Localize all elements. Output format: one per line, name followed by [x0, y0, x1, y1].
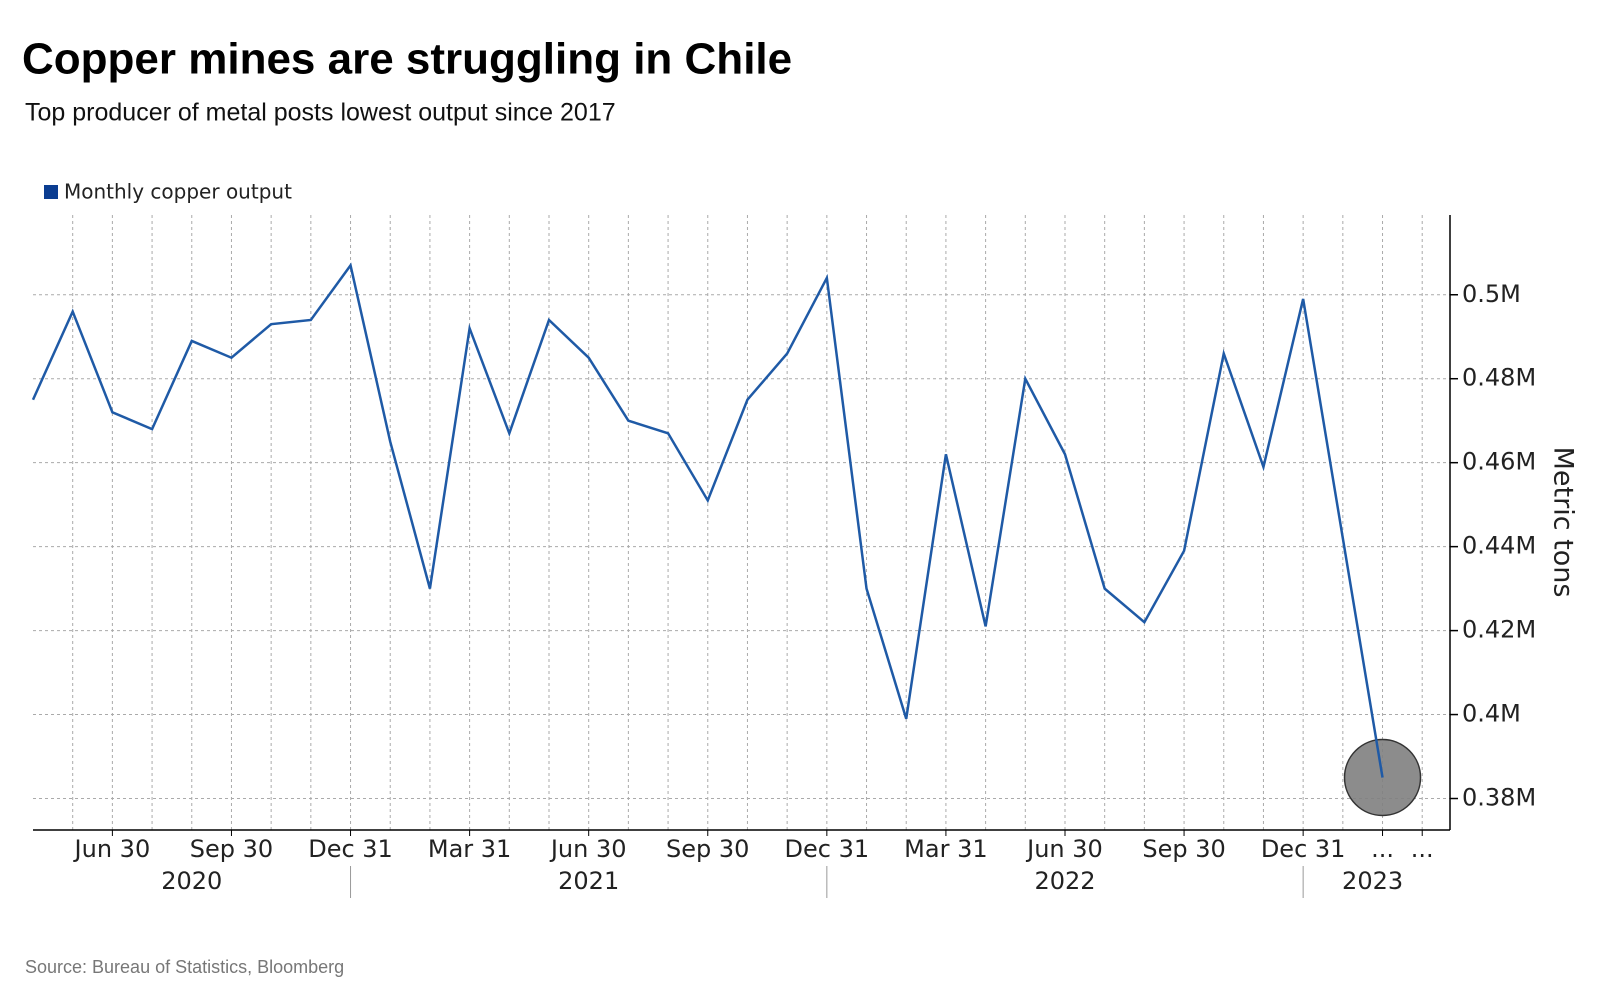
y-tick-label: 0.44M [1462, 532, 1536, 560]
x-tick-label: Mar 31 [428, 835, 511, 863]
legend-label: Monthly copper output [64, 180, 292, 204]
x-tick-label: Jun 30 [549, 835, 627, 863]
x-tick-label: ... [1411, 835, 1434, 863]
y-tick-label: 0.38M [1462, 784, 1536, 812]
y-tick-label: 0.5M [1462, 280, 1521, 308]
x-tick-label: Dec 31 [1261, 835, 1346, 863]
legend-swatch [44, 185, 58, 199]
year-label: 2023 [1342, 867, 1403, 895]
x-tick-label: Sep 30 [190, 835, 273, 863]
data-line [31, 262, 1384, 778]
year-label: 2020 [161, 867, 222, 895]
x-tick-label: ... [1371, 835, 1394, 863]
x-tick-label: Sep 30 [666, 835, 749, 863]
chart-title: Copper mines are struggling in Chile [22, 35, 792, 84]
y-axis-title: Metric tons [1548, 447, 1579, 598]
x-tick-label: Jun 30 [73, 835, 151, 863]
year-label: 2022 [1034, 867, 1095, 895]
chart-subtitle: Top producer of metal posts lowest outpu… [25, 99, 616, 127]
y-tick-label: 0.4M [1462, 700, 1521, 728]
source-note: Source: Bureau of Statistics, Bloomberg [25, 957, 344, 977]
x-tick-label: Jun 30 [1025, 835, 1103, 863]
y-tick-label: 0.48M [1462, 364, 1536, 392]
x-tick-label: Mar 31 [904, 835, 987, 863]
x-tick-label: Dec 31 [785, 835, 870, 863]
y-tick-label: 0.46M [1462, 448, 1536, 476]
year-label: 2021 [558, 867, 619, 895]
x-tick-label: Dec 31 [308, 835, 393, 863]
x-tick-label: Sep 30 [1142, 835, 1225, 863]
y-tick-label: 0.42M [1462, 616, 1536, 644]
